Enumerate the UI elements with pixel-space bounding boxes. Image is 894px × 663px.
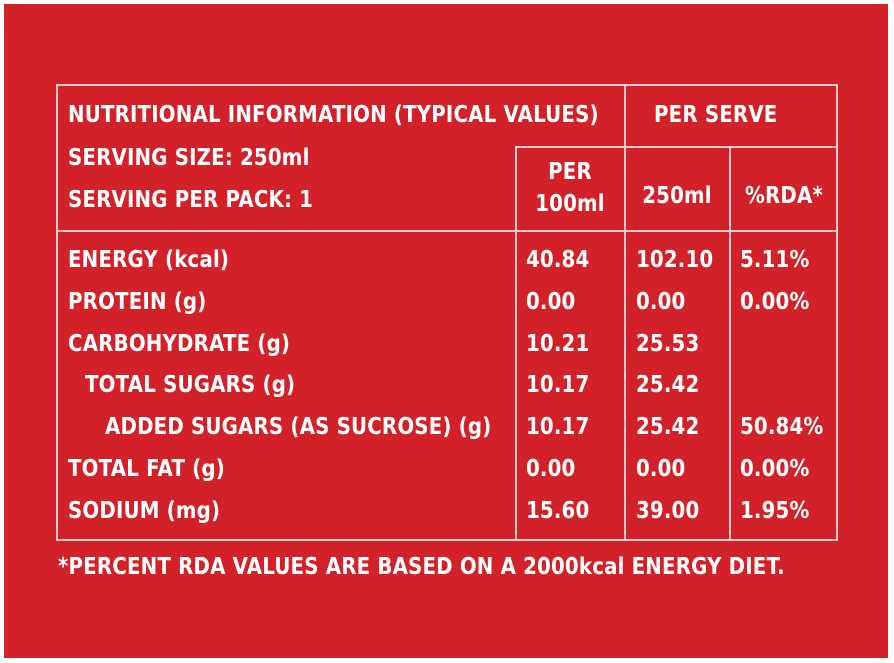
row-serve: 25.42 xyxy=(636,372,700,398)
serving-per-pack: SERVING PER PACK: 1 xyxy=(68,187,314,213)
row-label: CARBOHYDRATE (g) xyxy=(68,331,291,357)
row-per100: 10.17 xyxy=(526,414,590,440)
divider-per-serve-bottom xyxy=(515,146,838,148)
table-title: NUTRITIONAL INFORMATION (TYPICAL VALUES) xyxy=(68,102,599,128)
row-rda: 5.11% xyxy=(740,247,810,273)
footnote: *PERCENT RDA VALUES ARE BASED ON A 2000k… xyxy=(58,554,785,580)
rda-header: %RDA* xyxy=(745,183,823,209)
row-rda: 0.00% xyxy=(740,289,810,315)
row-label: ADDED SUGARS (AS SUCROSE) (g) xyxy=(105,414,492,440)
per-250ml-header: 250ml xyxy=(642,183,712,209)
row-per100: 10.17 xyxy=(526,372,590,398)
per-100ml-header-line2: 100ml xyxy=(535,191,605,217)
row-per100: 10.21 xyxy=(526,331,590,357)
row-label: PROTEIN (g) xyxy=(68,289,207,315)
row-rda: 0.00% xyxy=(740,456,810,482)
row-serve: 25.53 xyxy=(636,331,700,357)
row-serve: 0.00 xyxy=(636,456,686,482)
divider-rda xyxy=(729,146,731,539)
row-per100: 0.00 xyxy=(526,456,576,482)
row-per100: 0.00 xyxy=(526,289,576,315)
divider-header-bottom xyxy=(58,230,838,232)
row-serve: 39.00 xyxy=(636,498,700,524)
per-serve-header: PER SERVE xyxy=(654,102,778,128)
row-per100: 15.60 xyxy=(526,498,590,524)
row-rda: 1.95% xyxy=(740,498,810,524)
row-per100: 40.84 xyxy=(526,247,590,273)
divider-per100 xyxy=(515,146,517,539)
row-label: SODIUM (mg) xyxy=(68,498,221,524)
row-label: TOTAL SUGARS (g) xyxy=(85,372,296,398)
row-serve: 0.00 xyxy=(636,289,686,315)
divider-per-serve xyxy=(624,86,626,539)
nutrition-panel xyxy=(4,4,888,658)
row-rda: 50.84% xyxy=(740,414,824,440)
serving-size: SERVING SIZE: 250ml xyxy=(68,145,310,171)
row-serve: 25.42 xyxy=(636,414,700,440)
per-100ml-header-line1: PER xyxy=(548,159,592,185)
row-label: ENERGY (kcal) xyxy=(68,247,230,273)
row-serve: 102.10 xyxy=(636,247,714,273)
row-label: TOTAL FAT (g) xyxy=(68,456,225,482)
nutrition-table xyxy=(56,84,838,541)
